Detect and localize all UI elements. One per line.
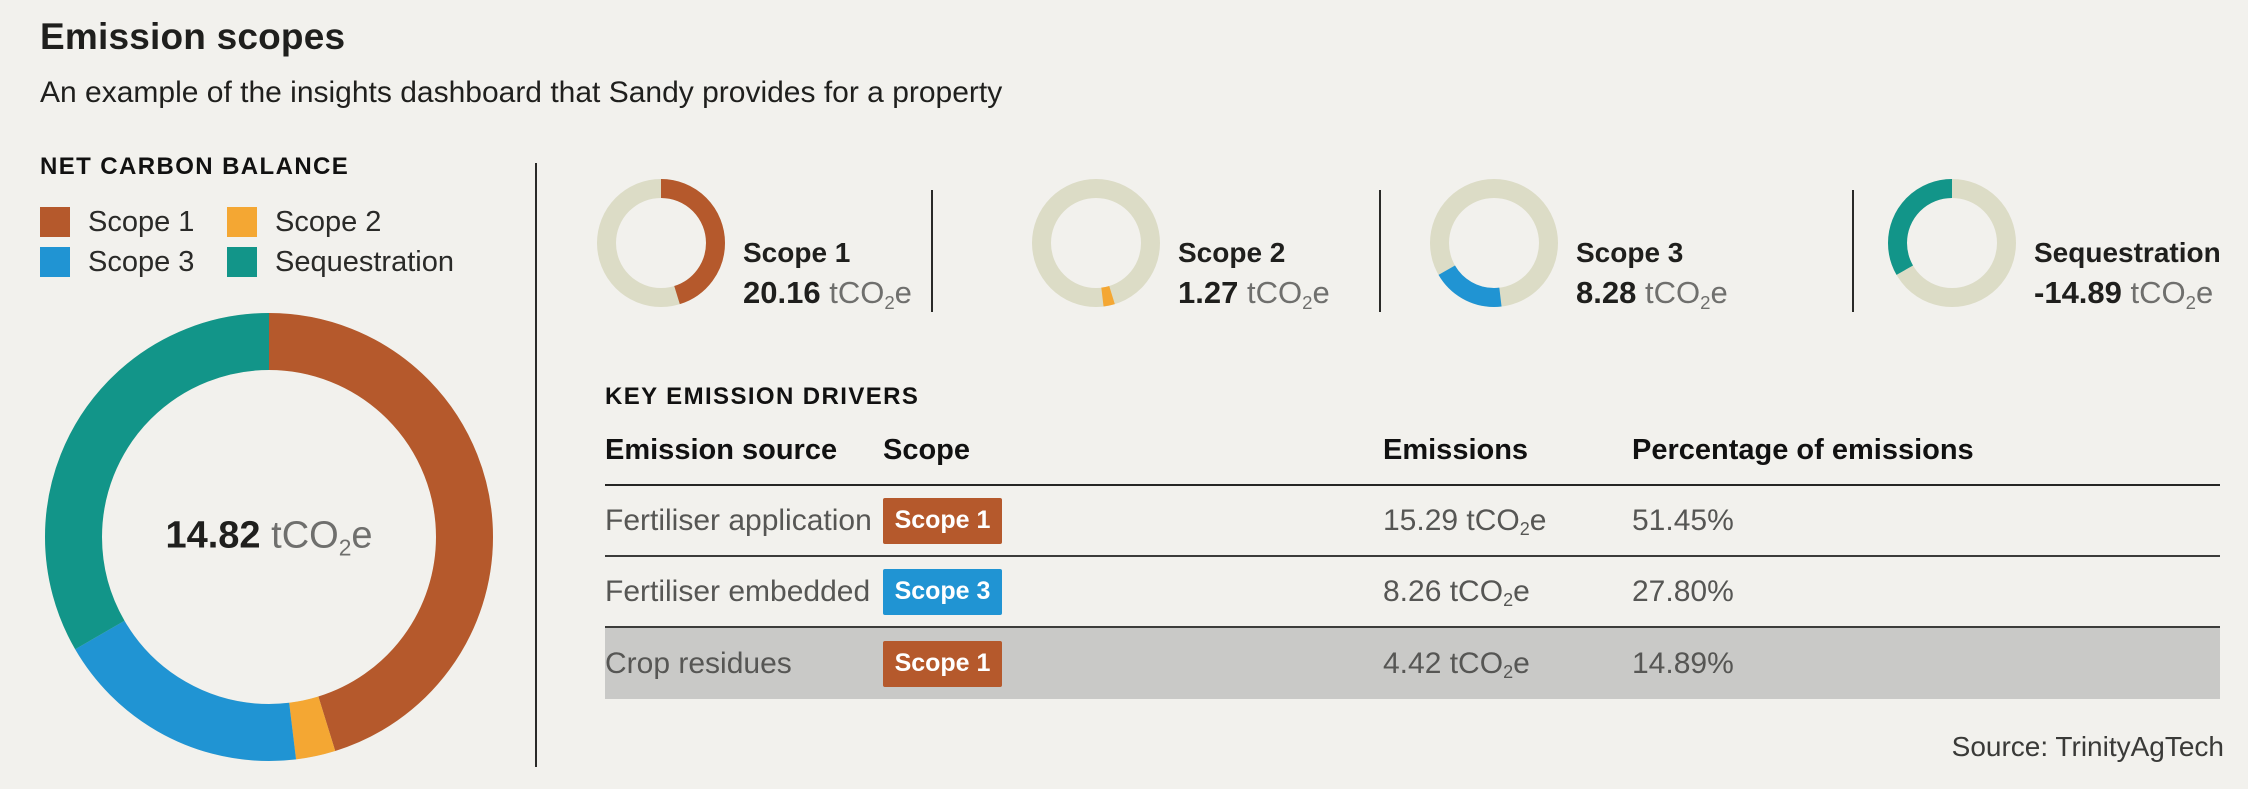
legend-item-scope3: Scope 3 bbox=[40, 246, 227, 278]
cell-scope: Scope 1 bbox=[883, 640, 1383, 687]
cell-emissions: 8.26 tCO2e bbox=[1383, 574, 1530, 611]
table-row: Fertiliser application Scope 1 15.29 tCO2e… bbox=[605, 486, 2220, 557]
key-emission-drivers-label: KEY EMISSION DRIVERS bbox=[605, 383, 920, 410]
col-header-percentage: Percentage of emissions bbox=[1632, 434, 1974, 466]
scope1-mini-donut-chart bbox=[597, 179, 725, 307]
scope2-mini-donut-chart bbox=[1032, 179, 1160, 307]
page-title: Emission scopes bbox=[40, 16, 346, 57]
scope-name: Scope 1 bbox=[743, 237, 851, 268]
table-row: Crop residues Scope 1 4.42 tCO2e 14.89% bbox=[605, 628, 2220, 699]
scope3-mini-donut-chart bbox=[1430, 179, 1558, 307]
legend-item-scope1: Scope 1 bbox=[40, 206, 227, 238]
net-balance-value: 14.82 bbox=[165, 514, 261, 557]
scope-value-line: -14.89 tCO2e bbox=[2034, 275, 2214, 314]
scope2-swatch-icon bbox=[227, 207, 257, 237]
legend-label: Sequestration bbox=[275, 245, 454, 278]
scope-summary-card-scope2: Scope 2 1.27 tCO2e bbox=[1032, 179, 1330, 314]
scope1-swatch-icon bbox=[40, 207, 70, 237]
vertical-divider-3 bbox=[1852, 190, 1854, 312]
net-balance-unit: tCO2e bbox=[271, 514, 373, 561]
key-emission-drivers-table: Emission source Scope Emissions Percenta… bbox=[605, 428, 2220, 699]
vertical-divider-2 bbox=[1379, 190, 1381, 312]
table-row: Fertiliser embedded Scope 3 8.26 tCO2e 27.8… bbox=[605, 557, 2220, 628]
cell-scope: Scope 1 bbox=[883, 497, 1383, 544]
scope-summary-card-scope1: Scope 1 20.16 tCO2e bbox=[597, 179, 912, 314]
scope-badge: Scope 3 bbox=[883, 568, 1002, 615]
legend-label: Scope 1 bbox=[88, 205, 195, 238]
scope-badge: Scope 1 bbox=[883, 640, 1002, 687]
cell-emissions: 15.29 tCO2e bbox=[1383, 503, 1547, 540]
cell-emission-source: Fertiliser embedded bbox=[605, 574, 871, 608]
page-subtitle: An example of the insights dashboard tha… bbox=[40, 76, 1003, 109]
sequestration-swatch-icon bbox=[227, 247, 257, 277]
cell-percentage: 14.89% bbox=[1632, 646, 1734, 680]
legend-label: Scope 2 bbox=[275, 205, 382, 238]
source-credit: Source: TrinityAgTech bbox=[1951, 731, 2224, 762]
donut-center-label: 14.82 tCO2e bbox=[165, 514, 373, 561]
scope-value-line: 20.16 tCO2e bbox=[743, 275, 912, 314]
cell-emission-source: Fertiliser application bbox=[605, 503, 872, 537]
legend-item-sequestration: Sequestration bbox=[227, 246, 454, 278]
cell-emissions: 4.42 tCO2e bbox=[1383, 646, 1530, 683]
cell-percentage: 51.45% bbox=[1632, 503, 1734, 537]
net-carbon-balance-legend: Scope 1 Scope 2 Scope 3 Sequestration bbox=[40, 206, 454, 278]
sequestration-mini-donut-chart bbox=[1888, 179, 2016, 307]
scope-badge: Scope 1 bbox=[883, 497, 1002, 544]
scope3-swatch-icon bbox=[40, 247, 70, 277]
scope-name: Sequestration bbox=[2034, 237, 2221, 268]
col-header-emission-source: Emission source bbox=[605, 434, 838, 466]
scope-name: Scope 3 bbox=[1576, 237, 1684, 268]
net-carbon-balance-label: NET CARBON BALANCE bbox=[40, 153, 350, 180]
legend-label: Scope 3 bbox=[88, 245, 195, 278]
cell-percentage: 27.80% bbox=[1632, 574, 1734, 608]
col-header-emissions: Emissions bbox=[1383, 434, 1529, 466]
vertical-divider-1 bbox=[931, 190, 933, 312]
table-header-row: Emission source Scope Emissions Percenta… bbox=[605, 428, 2220, 486]
net-balance-donut-chart bbox=[45, 313, 493, 761]
scope-summary-card-scope3: Scope 3 8.28 tCO2e bbox=[1430, 179, 1728, 314]
scope-summary-card-sequestration: Sequestration -14.89 tCO2e bbox=[1888, 179, 2221, 314]
legend-item-scope2: Scope 2 bbox=[227, 206, 454, 238]
col-header-scope: Scope bbox=[883, 434, 971, 466]
scope-name: Scope 2 bbox=[1178, 237, 1286, 268]
cell-emission-source: Crop residues bbox=[605, 646, 792, 680]
scope-value-line: 8.28 tCO2e bbox=[1576, 275, 1728, 314]
drivers-table-body: Fertiliser application Scope 1 15.29 tCO2e… bbox=[605, 486, 2220, 699]
scope-value-line: 1.27 tCO2e bbox=[1178, 275, 1330, 314]
cell-scope: Scope 3 bbox=[883, 568, 1383, 615]
vertical-divider-main bbox=[535, 163, 537, 767]
